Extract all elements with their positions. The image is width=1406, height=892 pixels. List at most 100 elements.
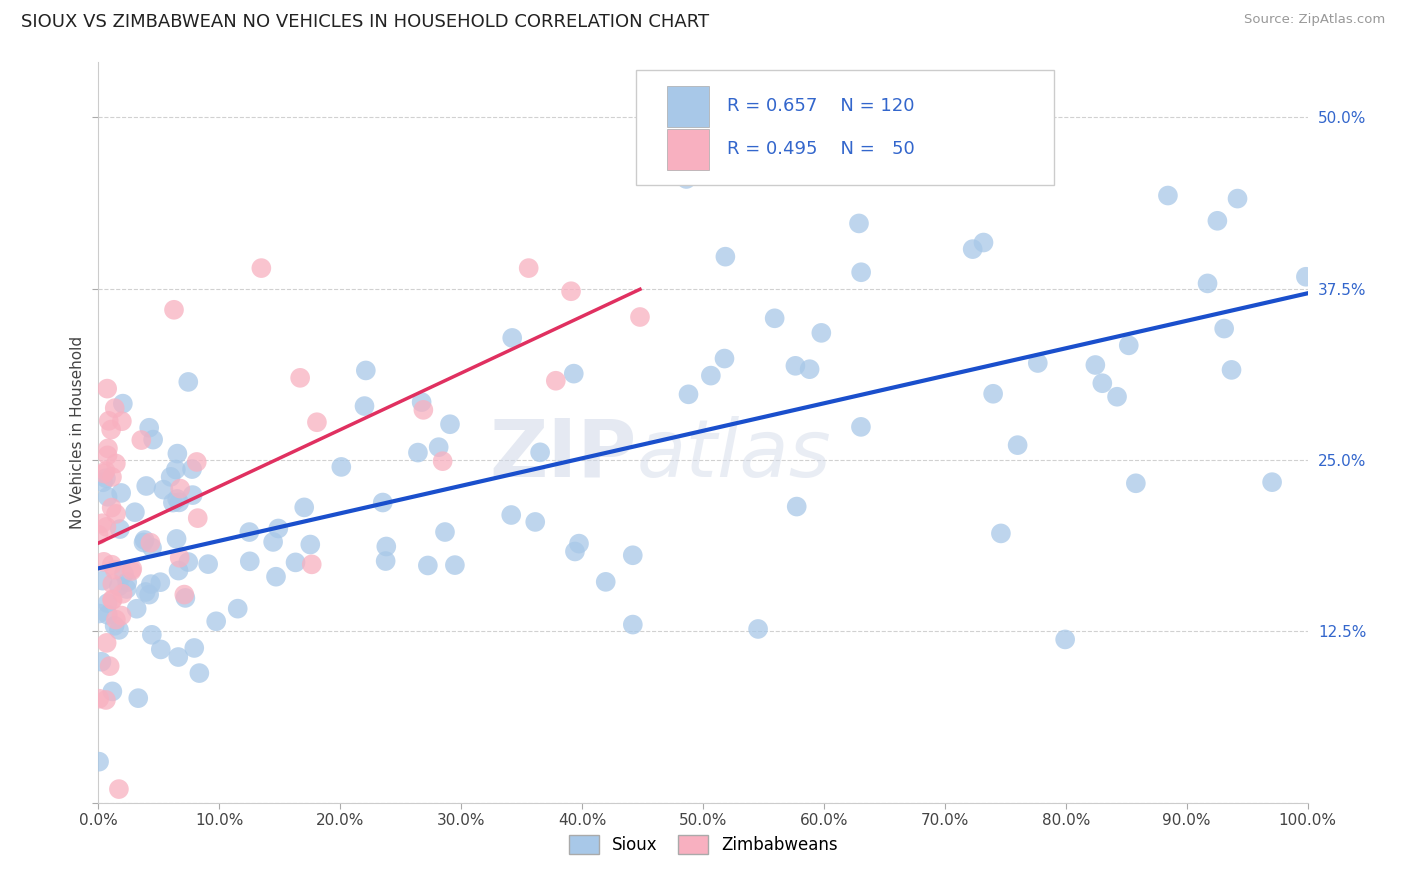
Point [93, 555, 115, 569]
Point [595, 574, 617, 589]
Point [96, 596, 118, 610]
Point [990, 526, 1012, 541]
Point [129, 433, 152, 447]
Point [524, 515, 547, 529]
Point [264, 570, 287, 584]
Point [183, 640, 205, 655]
Text: Source: ZipAtlas.com: Source: ZipAtlas.com [1244, 13, 1385, 27]
Point [416, 558, 439, 573]
Point [562, 367, 585, 381]
Point [1226, 192, 1249, 206]
Point [374, 554, 396, 568]
Point [678, 387, 700, 401]
Point [501, 331, 523, 345]
Point [301, 558, 323, 572]
Point [305, 415, 328, 429]
Point [97, 607, 120, 622]
Point [262, 535, 284, 549]
Point [433, 524, 456, 539]
Point [713, 351, 735, 366]
Point [134, 533, 156, 547]
Point [799, 362, 821, 376]
Point [292, 500, 315, 515]
Point [444, 558, 467, 573]
Point [962, 242, 984, 256]
Point [139, 535, 162, 549]
Point [181, 488, 204, 502]
Point [1105, 390, 1128, 404]
Point [87, 607, 110, 621]
Point [981, 386, 1004, 401]
Point [239, 554, 262, 568]
Point [299, 537, 322, 551]
Text: R = 0.495    N =   50: R = 0.495 N = 50 [727, 140, 915, 159]
Point [560, 285, 582, 299]
Point [90, 655, 112, 669]
Point [1206, 214, 1229, 228]
Point [432, 454, 454, 468]
Point [406, 445, 429, 459]
Point [98, 659, 121, 673]
Point [173, 588, 195, 602]
Point [125, 601, 148, 615]
Point [97, 490, 120, 504]
Point [621, 548, 644, 562]
Point [149, 642, 172, 657]
Point [848, 216, 870, 230]
Point [810, 326, 832, 340]
Point [108, 579, 131, 593]
Point [267, 521, 290, 535]
Point [1054, 632, 1077, 647]
Point [111, 397, 134, 411]
Point [849, 265, 872, 279]
Point [89, 691, 111, 706]
Point [111, 587, 134, 601]
Point [108, 623, 131, 637]
Point [141, 541, 163, 555]
Point [427, 440, 450, 454]
Point [167, 495, 190, 509]
Point [112, 566, 135, 581]
Point [1220, 363, 1243, 377]
Point [675, 172, 697, 186]
Point [205, 615, 228, 629]
Point [747, 622, 769, 636]
Point [785, 359, 807, 373]
Point [101, 684, 124, 698]
Point [621, 617, 644, 632]
Point [111, 414, 134, 428]
Point [849, 420, 872, 434]
Point [371, 495, 394, 509]
Point [628, 310, 651, 324]
Point [94, 464, 117, 478]
FancyBboxPatch shape [637, 70, 1053, 185]
Point [124, 505, 146, 519]
Point [1118, 338, 1140, 352]
Point [101, 592, 124, 607]
Bar [666, 87, 709, 127]
Point [169, 550, 191, 565]
Point [354, 363, 377, 377]
Point [973, 235, 995, 250]
Point [115, 582, 138, 596]
Point [894, 152, 917, 166]
Point [187, 511, 209, 525]
Point [142, 433, 165, 447]
Point [94, 471, 117, 485]
Point [167, 650, 190, 665]
Point [238, 524, 260, 539]
Point [439, 417, 461, 432]
Point [1197, 277, 1219, 291]
Point [141, 628, 163, 642]
Point [96, 520, 118, 534]
Y-axis label: No Vehicles in Household: No Vehicles in Household [69, 336, 84, 529]
Point [138, 588, 160, 602]
Point [100, 500, 122, 515]
Point [165, 462, 187, 476]
Point [162, 495, 184, 509]
Point [101, 592, 124, 607]
Point [197, 557, 219, 571]
Point [101, 558, 124, 572]
Point [110, 486, 132, 500]
Point [284, 555, 307, 569]
